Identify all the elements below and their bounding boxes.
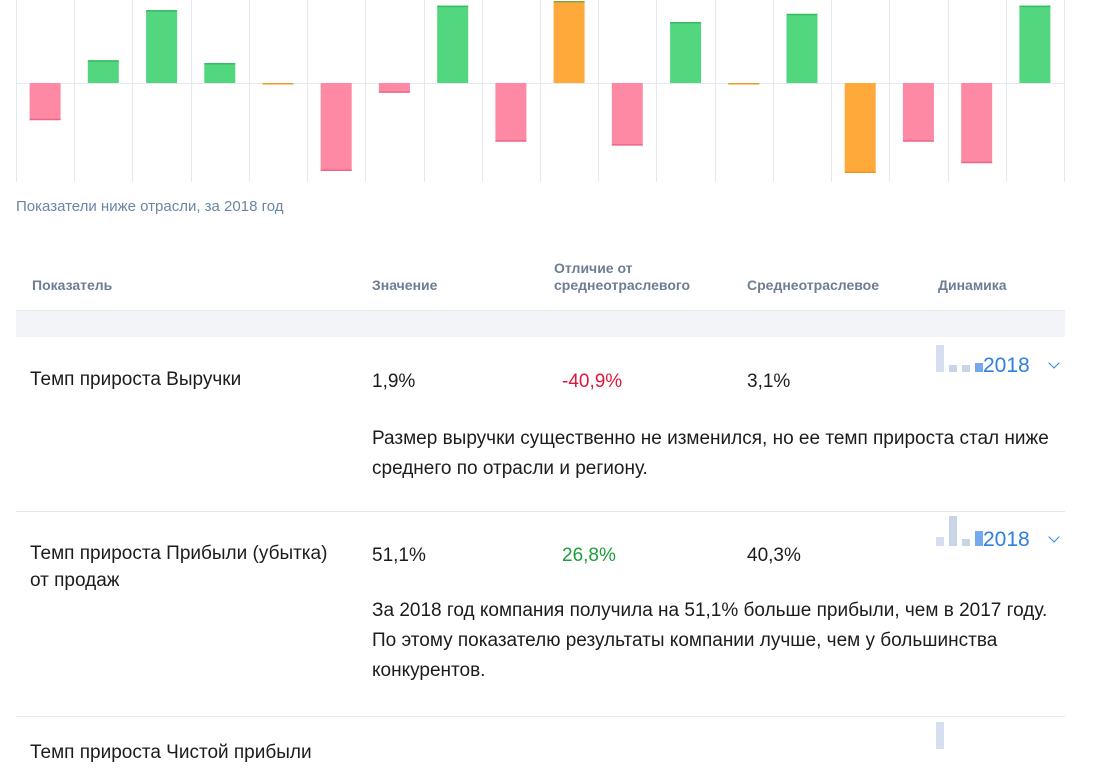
dynamics-control[interactable] <box>920 722 1065 755</box>
indicator-name: Темп прироста Прибыли (убытка) от продаж <box>30 543 328 591</box>
indicator-name: Темп прироста Выручки <box>30 369 242 390</box>
spark-bar <box>936 537 944 546</box>
chart-bar-edge <box>844 171 876 173</box>
spark-bar <box>962 539 970 546</box>
chart-bar-edge <box>902 140 934 142</box>
industry-average-value: 3,1% <box>747 371 791 392</box>
difference-value: 26,8% <box>562 545 616 566</box>
header-indicator: Показатель <box>32 277 113 293</box>
indicator-value: 51,1% <box>372 545 426 566</box>
table-separator <box>16 311 1065 337</box>
header-difference: Отличие от среднеотраслевого <box>554 260 691 293</box>
spark-bar <box>962 365 970 372</box>
chart-bar <box>320 83 352 171</box>
chart-bar-edge <box>146 10 178 12</box>
comparison-bar-chart <box>16 0 1065 182</box>
chart-bar <box>146 10 178 84</box>
chart-bar-edge <box>29 118 61 121</box>
table-header: Показатель Значение Отличие от среднеотр… <box>16 248 1065 311</box>
spark-bar <box>949 516 957 546</box>
chart-bar <box>1019 5 1051 84</box>
chart-bar-edge <box>204 63 236 65</box>
chart-bar-edge <box>437 5 469 8</box>
chart-bar-edge <box>495 140 527 142</box>
chart-bar-edge <box>961 161 993 164</box>
spark-bar <box>975 363 983 372</box>
chart-bar <box>437 5 469 84</box>
chart-bar <box>670 22 702 83</box>
chart-bar <box>87 60 119 83</box>
indicator-description: Размер выручки существенно не изменился,… <box>372 428 1049 479</box>
chart-bar <box>961 83 993 164</box>
spark-bar <box>936 345 944 372</box>
indicator-value: 1,9% <box>372 371 416 392</box>
dynamics-control[interactable]: 2018 <box>920 516 1065 552</box>
chart-bar-edge <box>670 22 702 24</box>
industry-average-value: 40,3% <box>747 545 801 566</box>
chart-bar <box>902 83 934 142</box>
header-industry-average: Среднеотраслевое <box>747 277 880 293</box>
spark-bar <box>949 365 957 372</box>
table-row-sales-profit-growth: Темп прироста Прибыли (убытка) от продаж… <box>16 512 1065 717</box>
indicator-name: Темп прироста Чистой прибыли <box>30 742 312 763</box>
table-row-revenue-growth: Темп прироста Выручки 1,9% -40,9% 3,1% 2… <box>16 338 1065 512</box>
chart-bar <box>29 83 61 121</box>
chart-bar <box>204 63 236 83</box>
chart-bar <box>378 83 410 93</box>
chart-bar-edge <box>786 13 818 16</box>
chart-bar <box>495 83 527 142</box>
chart-bar <box>611 83 643 146</box>
chart-bar-edge <box>728 83 760 85</box>
header-value: Значение <box>372 277 438 293</box>
chevron-down-icon[interactable] <box>1048 531 1060 543</box>
chart-bar-edge <box>611 144 643 146</box>
spark-bar <box>975 531 983 546</box>
dynamics-control[interactable]: 2018 <box>920 345 1065 378</box>
header-dynamics: Динамика <box>938 277 1007 293</box>
chart-bar <box>844 83 876 173</box>
chart-bar-edge <box>262 83 294 85</box>
chart-bar <box>553 1 585 83</box>
chart-bar-edge <box>87 60 119 62</box>
chart-bar-edge <box>320 169 352 171</box>
chart-caption: Показатели ниже отрасли, за 2018 год <box>16 198 284 215</box>
chart-bar-edge <box>553 1 585 3</box>
difference-value: -40,9% <box>562 371 623 392</box>
indicator-description: За 2018 год компания получила на 51,1% б… <box>372 600 1048 681</box>
chevron-down-icon[interactable] <box>1048 357 1060 369</box>
table-row-net-profit-growth: Темп прироста Чистой прибыли <box>16 717 1065 777</box>
spark-bar <box>936 722 944 749</box>
chart-bar-edge <box>1019 5 1051 8</box>
year-selector[interactable]: 2018 <box>983 354 1030 377</box>
chart-bar <box>786 13 818 83</box>
chart-bar-edge <box>378 91 410 93</box>
year-selector[interactable]: 2018 <box>983 528 1030 551</box>
